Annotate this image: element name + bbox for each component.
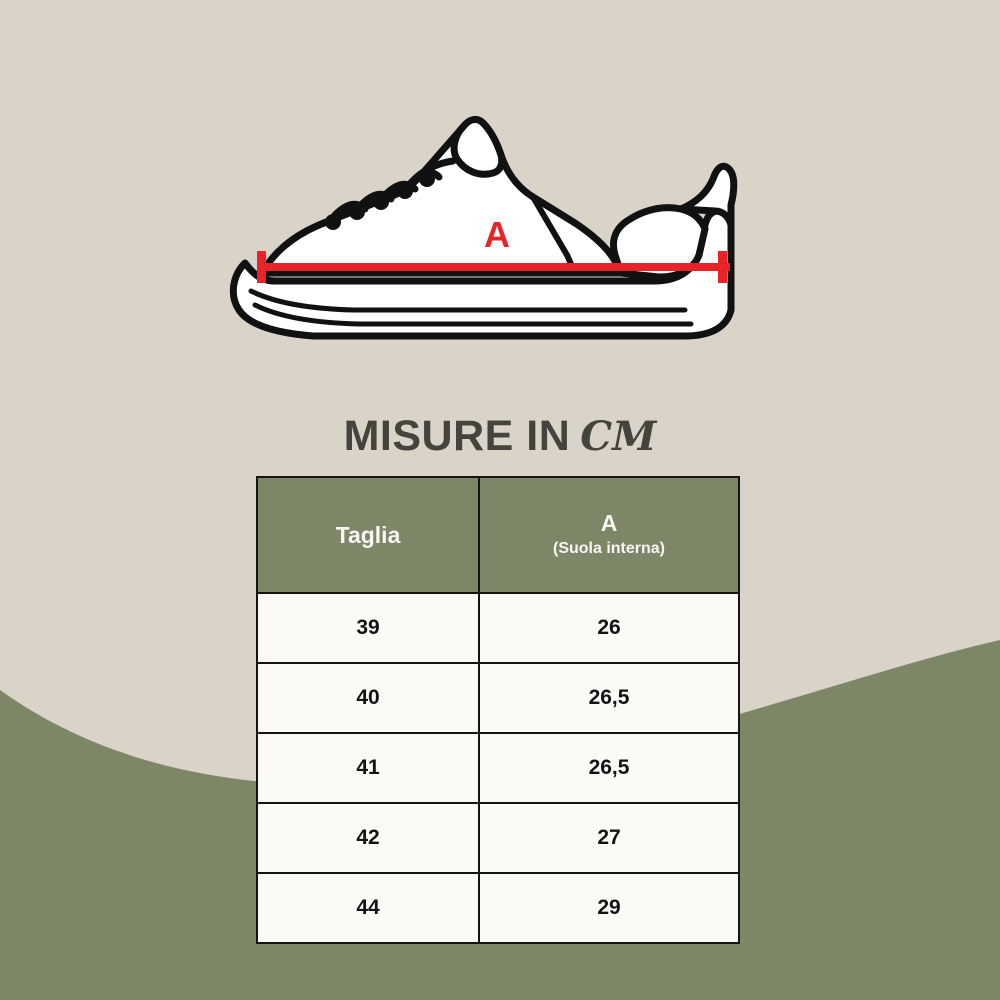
table-row: 41 26,5: [256, 732, 740, 804]
table-header-row: Taglia A (Suola interna): [256, 476, 740, 594]
column-header-a: A (Suola interna): [478, 476, 740, 594]
sneaker-illustration: A: [215, 105, 775, 355]
column-header-taglia: Taglia: [256, 476, 480, 594]
table-row: 40 26,5: [256, 662, 740, 734]
cell-a: 26: [478, 592, 740, 664]
cell-taglia: 39: [256, 592, 480, 664]
title-main-text: MISURE IN: [343, 412, 571, 460]
cell-taglia: 40: [256, 662, 480, 734]
size-table-head: Taglia A (Suola interna): [256, 476, 740, 594]
cell-a: 27: [478, 802, 740, 874]
measure-label-a: A: [484, 214, 510, 255]
sneaker-svg: A: [229, 116, 738, 340]
table-row: 42 27: [256, 802, 740, 874]
title-unit-text: CM: [580, 413, 657, 460]
table-row: 39 26: [256, 592, 740, 664]
cell-a: 26,5: [478, 732, 740, 804]
column-header-a-label: A: [600, 509, 618, 536]
measure-line: [257, 251, 730, 283]
column-header-taglia-label: Taglia: [335, 521, 401, 548]
cell-a: 29: [478, 872, 740, 944]
cell-taglia: 42: [256, 802, 480, 874]
size-table-body: 39 26 40 26,5 41 26,5 42 27 44 29: [256, 592, 740, 944]
table-row: 44 29: [256, 872, 740, 944]
size-table: Taglia A (Suola interna) 39 26 40 26,5 4…: [256, 476, 740, 944]
cell-taglia: 44: [256, 872, 480, 944]
column-header-a-sublabel: (Suola interna): [552, 540, 665, 558]
page-title: MISURE IN CM: [0, 412, 1000, 461]
cell-a: 26,5: [478, 662, 740, 734]
cell-taglia: 41: [256, 732, 480, 804]
